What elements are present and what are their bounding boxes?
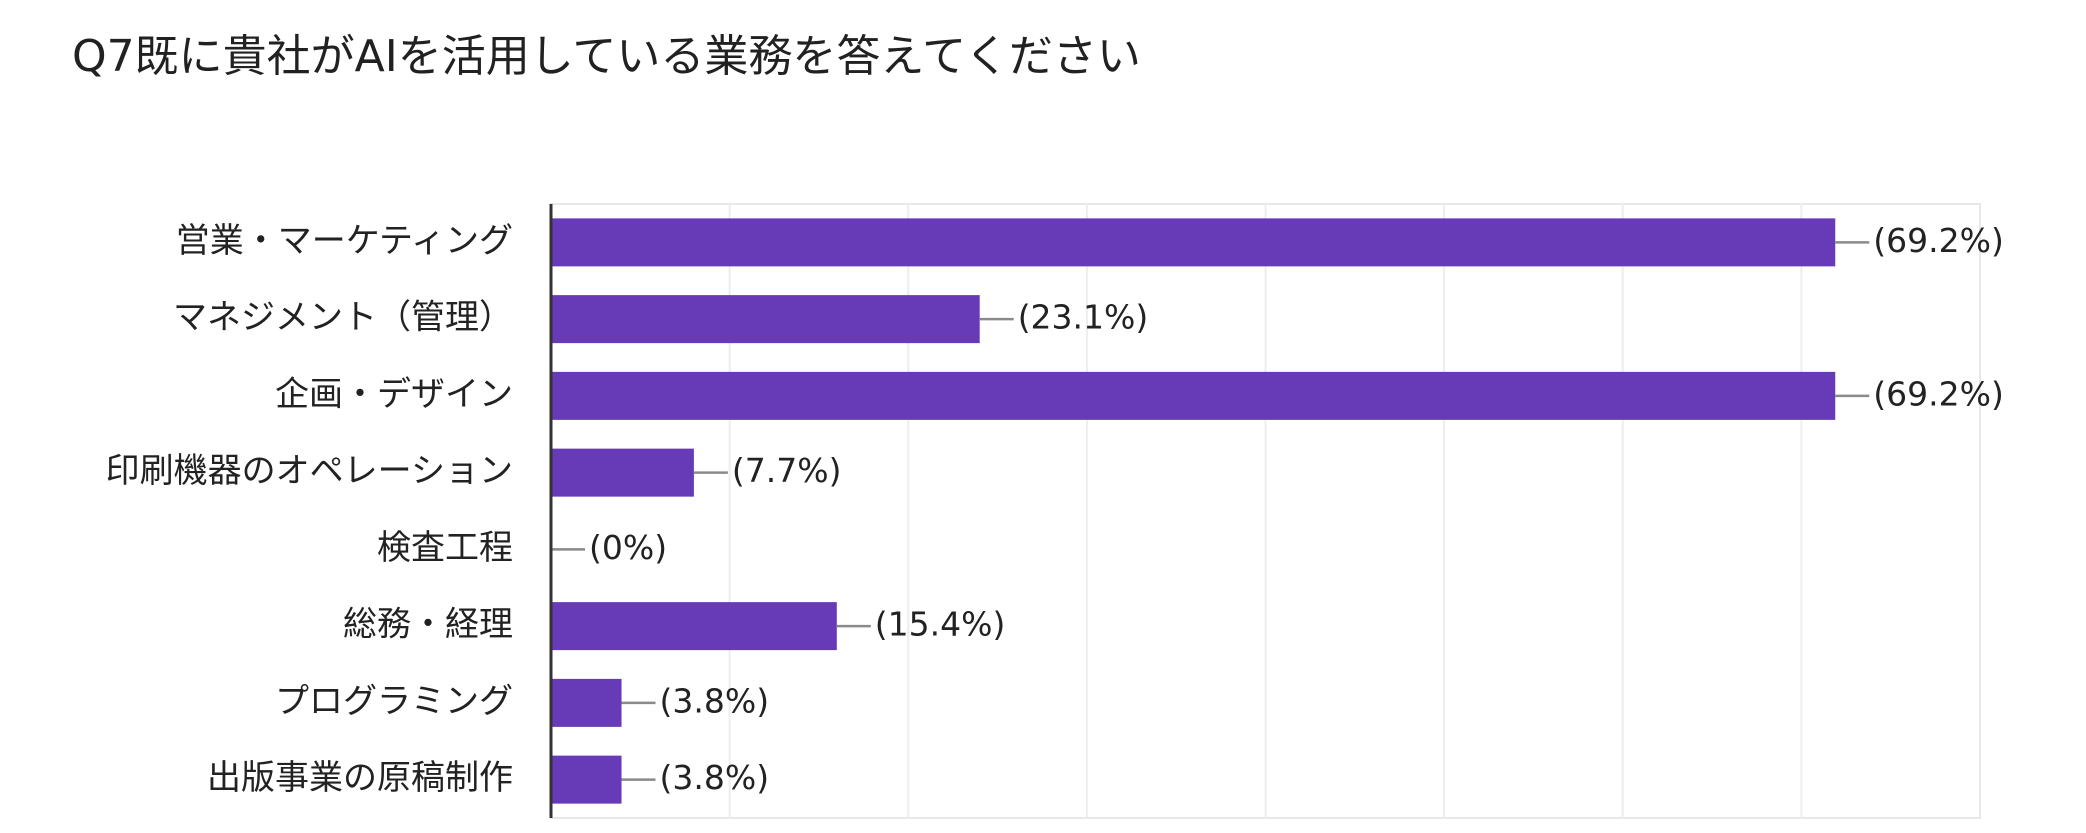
bar: [551, 295, 980, 344]
bar: [551, 602, 837, 651]
value-label: (7.7%): [732, 451, 842, 490]
category-label: プログラミング: [275, 681, 513, 721]
category-label: 印刷機器のオペレーション: [106, 451, 513, 491]
bar: [551, 218, 1836, 267]
bar: [551, 371, 1836, 420]
category-label: 検査工程: [377, 528, 513, 568]
value-label: (0%): [589, 528, 667, 567]
value-label: (23.1%): [1018, 298, 1149, 337]
category-label: 営業・マーケティング: [176, 221, 513, 261]
category-label: 出版事業の原稿制作: [207, 758, 513, 798]
category-label: 企画・デザイン: [275, 374, 513, 414]
bar: [551, 755, 622, 804]
bar: [551, 678, 622, 727]
value-labels: (69.2%) (23.1%) (69.2%) (7.7%) (0%) (15.4%) (3…: [551, 221, 2004, 797]
value-label: (3.8%): [660, 681, 770, 720]
value-label: (69.2%): [1873, 374, 2004, 413]
bars: [551, 218, 1836, 804]
value-label: (15.4%): [875, 605, 1006, 644]
bar: [551, 448, 694, 497]
category-label: マネジメント（管理）: [173, 298, 513, 338]
value-label: (69.2%): [1873, 221, 2004, 260]
value-label: (3.8%): [660, 758, 770, 797]
category-label: 総務・経理: [343, 605, 513, 645]
chart-title: Q7既に貴社がAIを活用している業務を答えてください: [72, 31, 1141, 82]
